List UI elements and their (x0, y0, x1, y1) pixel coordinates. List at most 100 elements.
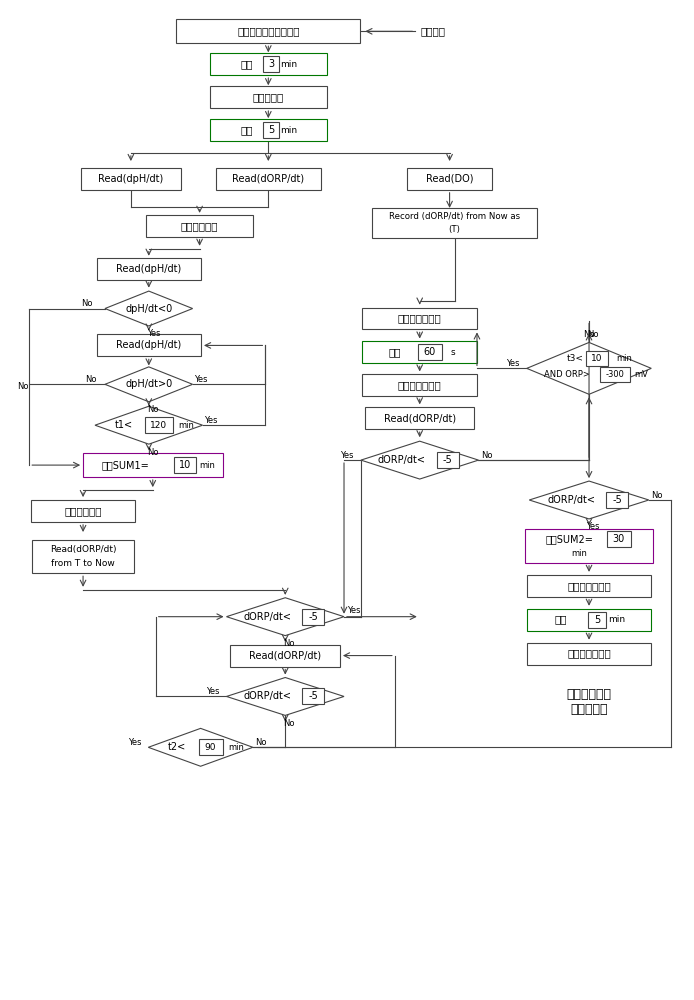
FancyBboxPatch shape (407, 168, 492, 190)
FancyBboxPatch shape (525, 529, 653, 563)
FancyBboxPatch shape (302, 688, 324, 704)
Polygon shape (105, 291, 193, 326)
Text: Read(dpH/dt): Read(dpH/dt) (99, 174, 164, 184)
FancyBboxPatch shape (437, 452, 459, 468)
FancyBboxPatch shape (146, 215, 253, 237)
Text: s: s (450, 348, 455, 357)
Text: AND ORP>: AND ORP> (544, 370, 590, 379)
Text: 关闭进水泵: 关闭进水泵 (253, 92, 284, 102)
FancyBboxPatch shape (31, 500, 135, 522)
FancyBboxPatch shape (210, 86, 327, 108)
Text: Yes: Yes (586, 522, 600, 531)
Text: 循环结束，进: 循环结束，进 (566, 688, 611, 701)
Text: Read(DO): Read(DO) (426, 174, 473, 184)
Text: 10: 10 (178, 460, 191, 470)
Text: No: No (85, 375, 96, 384)
Polygon shape (226, 598, 344, 636)
FancyBboxPatch shape (365, 407, 475, 429)
Text: 关闭碳源投加泵: 关闭碳源投加泵 (398, 380, 441, 390)
Text: 关闭曝气装置: 关闭曝气装置 (65, 506, 102, 516)
Text: 延时SUM1=: 延时SUM1= (101, 460, 149, 470)
FancyBboxPatch shape (176, 19, 360, 43)
Text: 30: 30 (613, 534, 625, 544)
Text: 保持: 保持 (240, 125, 253, 135)
Polygon shape (361, 441, 478, 479)
Text: dpH/dt>0: dpH/dt>0 (125, 379, 172, 389)
FancyBboxPatch shape (586, 351, 608, 366)
Text: -5: -5 (308, 691, 318, 701)
Text: t1<: t1< (115, 420, 133, 430)
Text: min: min (200, 461, 216, 470)
Text: Read(dpH/dt): Read(dpH/dt) (116, 340, 181, 350)
Text: 保持: 保持 (389, 347, 401, 357)
Text: No: No (481, 451, 492, 460)
FancyBboxPatch shape (362, 374, 477, 396)
Text: Record (dORP/dt) from Now as: Record (dORP/dt) from Now as (389, 212, 520, 221)
Text: 开启曝气装置: 开启曝气装置 (181, 221, 219, 231)
Text: Yes: Yes (506, 359, 520, 368)
FancyBboxPatch shape (210, 53, 327, 75)
Text: Read(dORP/dt): Read(dORP/dt) (50, 545, 117, 554)
FancyBboxPatch shape (174, 457, 196, 473)
Text: Yes: Yes (194, 375, 208, 384)
FancyBboxPatch shape (527, 609, 651, 631)
Text: Yes: Yes (340, 451, 354, 460)
FancyBboxPatch shape (83, 453, 223, 477)
Text: from T to Now: from T to Now (51, 559, 115, 568)
Polygon shape (149, 728, 253, 766)
Text: No: No (283, 719, 295, 728)
FancyBboxPatch shape (216, 168, 321, 190)
Text: -300: -300 (605, 370, 625, 379)
Text: Yes: Yes (128, 738, 141, 747)
Text: No: No (17, 382, 29, 391)
Text: Read(dORP/dt): Read(dORP/dt) (232, 174, 305, 184)
Text: 保持: 保持 (555, 615, 568, 625)
Text: No: No (583, 330, 595, 339)
Text: dORP/dt<: dORP/dt< (378, 455, 426, 465)
Text: dORP/dt<: dORP/dt< (547, 495, 595, 505)
Text: Yes: Yes (206, 687, 219, 696)
FancyBboxPatch shape (302, 609, 324, 625)
Text: No: No (147, 405, 158, 414)
Text: 开启碳源投加泵: 开启碳源投加泵 (398, 314, 441, 324)
FancyBboxPatch shape (600, 367, 630, 382)
Text: 3: 3 (269, 59, 274, 69)
Text: t2<: t2< (167, 742, 186, 752)
Text: dpH/dt<0: dpH/dt<0 (125, 304, 172, 314)
Text: 90: 90 (205, 743, 217, 752)
Text: 保持: 保持 (240, 59, 253, 69)
FancyBboxPatch shape (145, 417, 173, 433)
Text: min: min (616, 354, 632, 363)
Text: 120: 120 (150, 421, 167, 430)
Text: (T): (T) (448, 225, 461, 234)
FancyBboxPatch shape (588, 612, 606, 628)
Text: No: No (651, 491, 663, 500)
Text: t3<: t3< (566, 354, 584, 363)
Text: 循环开始: 循环开始 (420, 26, 446, 36)
Text: 开启进水泵和搅拌装置: 开启进水泵和搅拌装置 (237, 26, 300, 36)
Text: -5: -5 (308, 612, 318, 622)
FancyBboxPatch shape (362, 308, 477, 329)
Text: No: No (587, 330, 599, 339)
Text: Read(dORP/dt): Read(dORP/dt) (384, 413, 456, 423)
Text: Read(dORP/dt): Read(dORP/dt) (249, 651, 321, 661)
FancyBboxPatch shape (606, 492, 628, 508)
FancyBboxPatch shape (210, 119, 327, 141)
Text: Yes: Yes (147, 329, 160, 338)
Polygon shape (527, 342, 651, 394)
FancyBboxPatch shape (362, 341, 477, 363)
Text: dORP/dt<: dORP/dt< (244, 612, 291, 622)
Text: 关闭污泥回流泵: 关闭污泥回流泵 (567, 649, 611, 659)
FancyBboxPatch shape (607, 531, 631, 547)
FancyBboxPatch shape (418, 344, 441, 360)
Text: min: min (571, 549, 587, 558)
Text: Read(dpH/dt): Read(dpH/dt) (116, 264, 181, 274)
Text: -5: -5 (443, 455, 452, 465)
Text: dORP/dt<: dORP/dt< (244, 691, 291, 701)
Text: min: min (280, 126, 297, 135)
Text: Yes: Yes (204, 416, 217, 425)
Text: min: min (228, 743, 244, 752)
Polygon shape (226, 678, 344, 715)
FancyBboxPatch shape (527, 575, 651, 597)
Text: 5: 5 (268, 125, 274, 135)
